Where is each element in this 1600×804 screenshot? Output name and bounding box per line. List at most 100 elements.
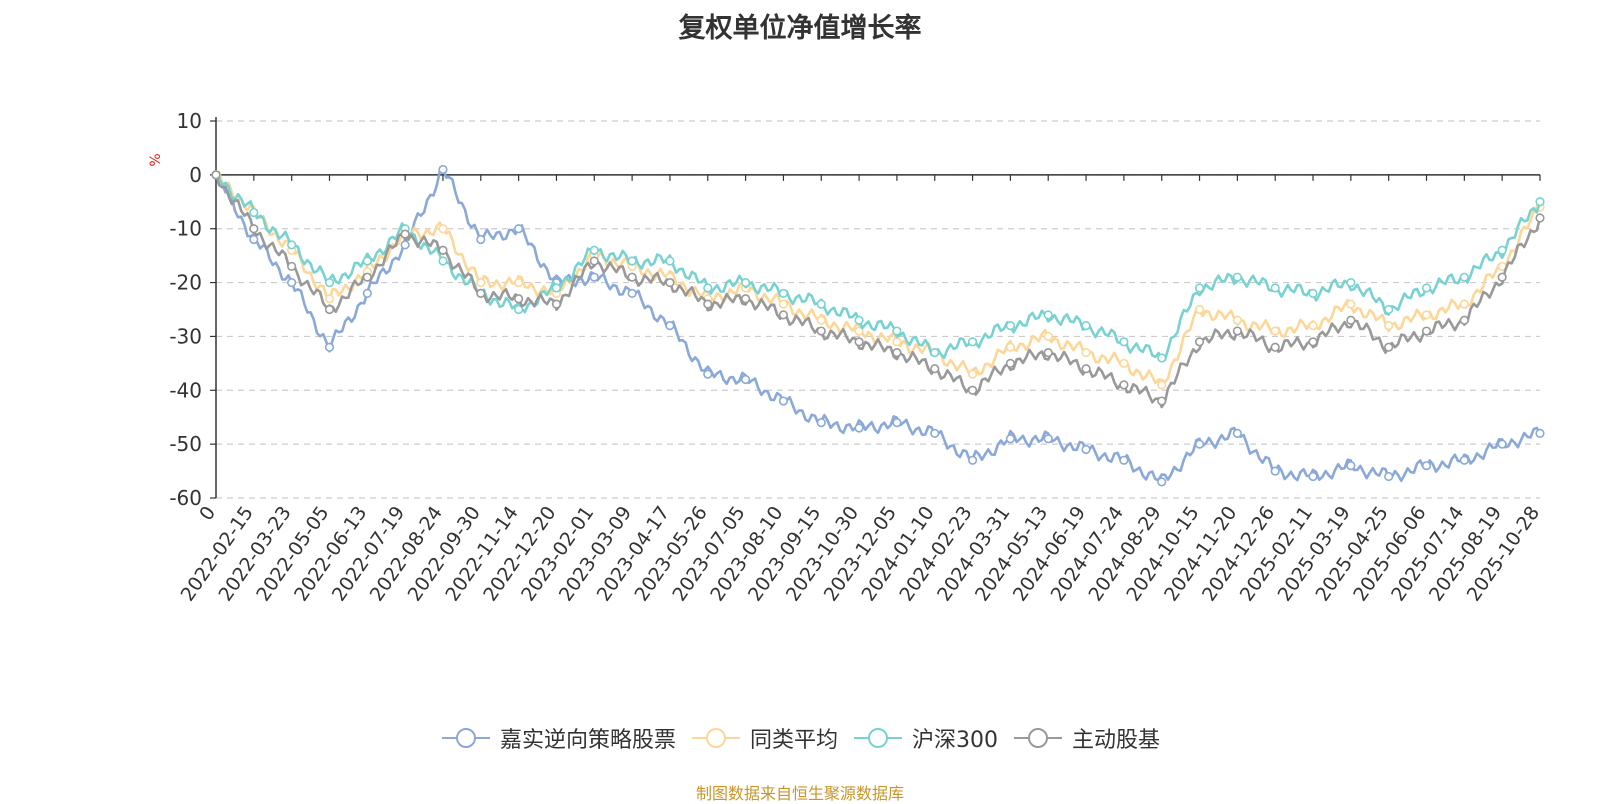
data-point[interactable] (1232, 315, 1242, 325)
data-point[interactable] (287, 240, 297, 250)
data-point[interactable] (438, 224, 448, 234)
data-point[interactable] (1384, 471, 1394, 482)
data-point[interactable] (324, 277, 335, 288)
data-point[interactable] (1157, 380, 1167, 390)
data-point[interactable] (1194, 337, 1205, 347)
data-point[interactable] (1270, 283, 1280, 293)
data-point[interactable] (476, 277, 486, 288)
data-point[interactable] (1497, 245, 1507, 255)
data-point[interactable] (1157, 396, 1167, 406)
data-point[interactable] (1384, 321, 1394, 331)
data-point[interactable] (1535, 428, 1545, 438)
data-point[interactable] (362, 288, 372, 298)
data-point[interactable] (589, 256, 599, 266)
data-point[interactable] (665, 256, 675, 266)
data-point[interactable] (967, 455, 978, 465)
data-point[interactable] (1308, 288, 1318, 298)
data-point[interactable] (400, 229, 410, 239)
data-point[interactable] (1535, 213, 1545, 223)
data-point[interactable] (1157, 477, 1167, 487)
data-point[interactable] (1459, 272, 1469, 282)
data-point[interactable] (514, 224, 524, 234)
data-point[interactable] (1232, 326, 1242, 336)
data-point[interactable] (400, 240, 410, 250)
data-point[interactable] (1081, 364, 1091, 374)
data-point[interactable] (514, 304, 524, 315)
data-point[interactable] (1384, 342, 1394, 352)
legend-item-peer-average[interactable]: 同类平均 (690, 722, 838, 754)
data-point[interactable] (703, 283, 713, 293)
data-point[interactable] (1194, 304, 1205, 315)
data-point[interactable] (665, 321, 675, 331)
data-point[interactable] (703, 369, 713, 379)
data-point[interactable] (1421, 310, 1432, 320)
data-point[interactable] (740, 374, 751, 385)
data-point[interactable] (438, 256, 448, 266)
data-point[interactable] (476, 234, 486, 245)
data-point[interactable] (476, 288, 486, 298)
data-point[interactable] (438, 245, 448, 255)
data-point[interactable] (1043, 310, 1053, 320)
data-point[interactable] (249, 224, 259, 234)
data-point[interactable] (703, 299, 713, 309)
legend-item-active-equity[interactable]: 主动股基 (1012, 722, 1160, 754)
data-point[interactable] (854, 315, 864, 325)
data-point[interactable] (854, 423, 864, 433)
data-point[interactable] (1459, 299, 1469, 309)
data-point[interactable] (1119, 455, 1129, 465)
data-point[interactable] (1346, 315, 1356, 325)
data-point[interactable] (778, 299, 789, 309)
data-point[interactable] (1005, 434, 1016, 444)
data-point[interactable] (1119, 380, 1129, 390)
data-point[interactable] (627, 272, 637, 282)
data-point[interactable] (1232, 428, 1242, 438)
data-point[interactable] (1308, 321, 1318, 331)
data-point[interactable] (665, 277, 675, 288)
data-point[interactable] (930, 364, 940, 374)
data-point[interactable] (1270, 466, 1280, 476)
data-point[interactable] (1232, 272, 1242, 282)
data-point[interactable] (1081, 444, 1091, 455)
data-point[interactable] (854, 326, 864, 336)
legend-item-csi300[interactable]: 沪深300 (852, 722, 998, 754)
data-point[interactable] (1194, 439, 1205, 449)
data-point[interactable] (740, 277, 751, 288)
data-point[interactable] (362, 272, 372, 282)
data-point[interactable] (1081, 347, 1091, 358)
data-point[interactable] (930, 347, 940, 358)
data-point[interactable] (589, 272, 599, 282)
data-point[interactable] (1459, 315, 1469, 325)
data-point[interactable] (1119, 358, 1129, 368)
data-point[interactable] (967, 385, 978, 395)
data-point[interactable] (967, 337, 978, 347)
data-point[interactable] (930, 428, 940, 438)
data-point[interactable] (589, 245, 599, 255)
data-point[interactable] (287, 261, 297, 272)
data-point[interactable] (1308, 471, 1318, 482)
data-point[interactable] (778, 396, 789, 406)
data-point[interactable] (1270, 326, 1280, 336)
data-point[interactable] (324, 342, 335, 352)
data-point[interactable] (551, 283, 562, 293)
data-point[interactable] (740, 294, 751, 304)
data-point[interactable] (1497, 272, 1507, 282)
data-point[interactable] (1346, 461, 1356, 471)
data-point[interactable] (967, 369, 978, 379)
data-point[interactable] (778, 310, 789, 320)
data-point[interactable] (1421, 326, 1432, 336)
data-point[interactable] (249, 207, 259, 218)
data-point[interactable] (514, 277, 524, 288)
data-point[interactable] (1497, 439, 1507, 449)
data-point[interactable] (816, 326, 826, 336)
data-point[interactable] (1043, 331, 1053, 342)
data-point[interactable] (249, 234, 259, 245)
legend-item-jiashi[interactable]: 嘉实逆向策略股票 (440, 722, 676, 754)
data-point[interactable] (854, 337, 864, 347)
data-point[interactable] (438, 164, 448, 175)
data-point[interactable] (892, 418, 902, 428)
data-point[interactable] (551, 299, 562, 309)
data-point[interactable] (1346, 277, 1356, 288)
data-point[interactable] (1081, 321, 1091, 331)
data-point[interactable] (1194, 283, 1205, 293)
data-point[interactable] (1346, 299, 1356, 309)
